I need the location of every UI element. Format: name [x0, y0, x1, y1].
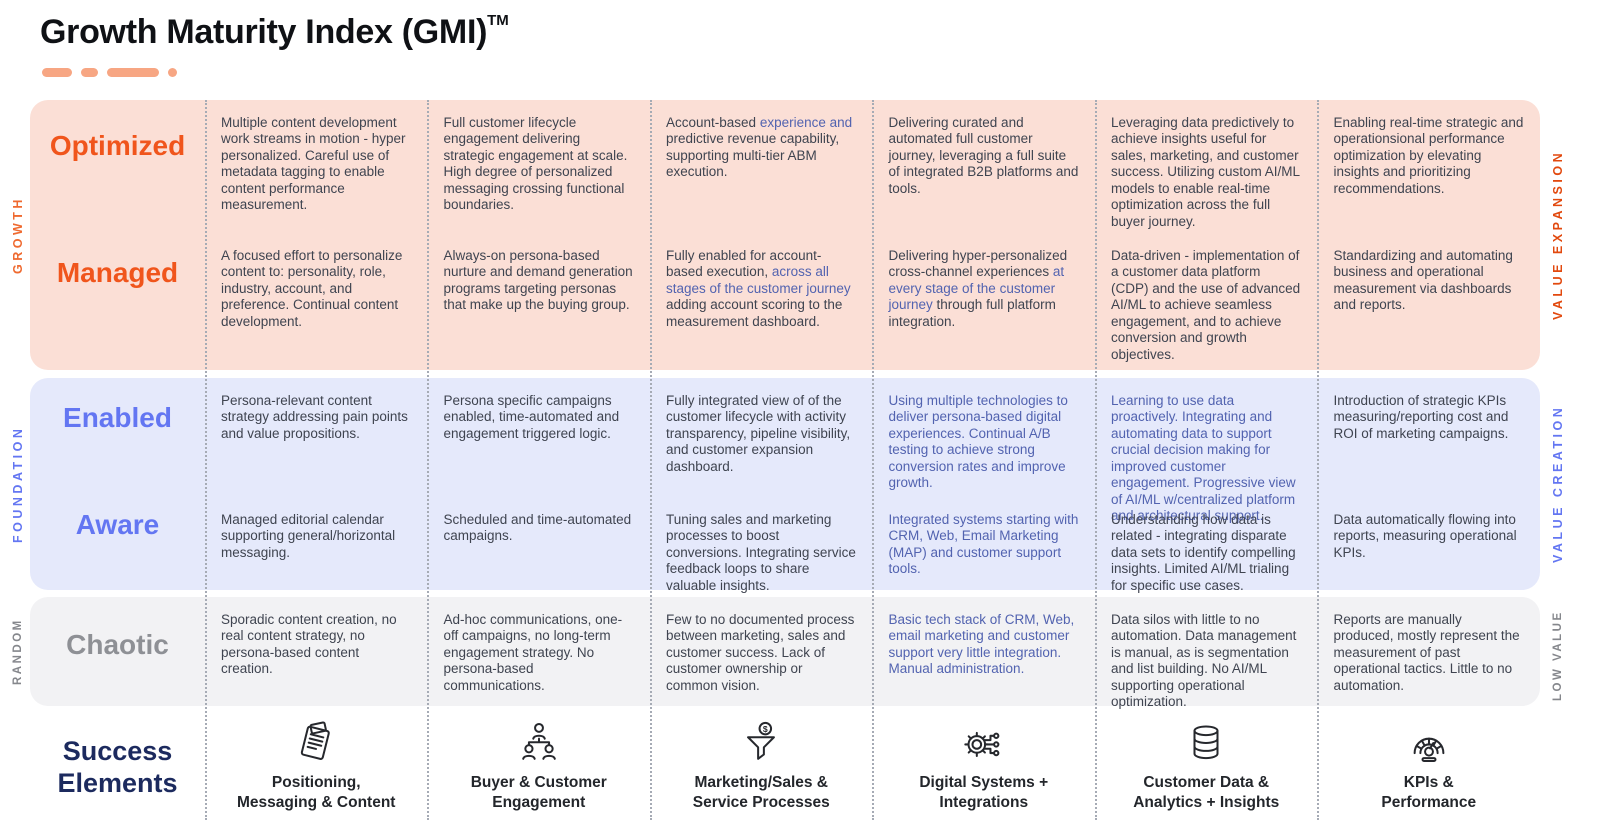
matrix-cell-optimized-col2: Full customer lifecycle engagement deliv…: [443, 115, 628, 213]
matrix-cell-optimized-col5: Leveraging data predictively to achieve …: [1111, 115, 1300, 229]
matrix-cell-chaotic-col3: Few to no documented process between mar…: [666, 612, 855, 693]
matrix-cell-enabled-col1: Persona-relevant content strategy addres…: [221, 393, 408, 441]
matrix-cell-optimized-col6: Enabling real-time strategic and operati…: [1333, 115, 1524, 196]
maturity-row-managed: Managed A focused effort to personalize c…: [30, 233, 1540, 370]
column-divider: [872, 100, 874, 820]
matrix-cell-optimized-col4: Delivering curated and automated full cu…: [888, 115, 1079, 196]
row-label-optimized: Optimized: [49, 130, 186, 161]
matrix-cell-chaotic-col2: Ad-hoc communications, one-off campaigns…: [443, 612, 623, 693]
matrix-cell-enabled-col5: Learning to use data proactively. Integr…: [1111, 393, 1296, 524]
column-divider: [427, 100, 429, 820]
axis-label-random: RANDOM: [12, 618, 24, 686]
gear-circuit-icon: [961, 716, 1007, 770]
matrix-cell-optimized-col3: Account-based experience and predictive …: [666, 115, 853, 180]
column-divider: [205, 100, 207, 820]
dash: [107, 68, 159, 77]
matrix-cell-managed-col5: Data-driven - implementation of a custom…: [1111, 248, 1301, 362]
row-label-managed: Managed: [56, 257, 179, 288]
matrix-cell-enabled-col6: Introduction of strategic KPIs measuring…: [1333, 393, 1509, 441]
dash: [81, 68, 98, 77]
success-element-label: Positioning, Messaging & Content: [237, 774, 396, 811]
matrix-cell-enabled-col4: Using multiple technologies to deliver p…: [888, 393, 1068, 491]
matrix-cell-aware-col6: Data automatically flowing into reports,…: [1333, 512, 1517, 560]
success-element-label: Digital Systems + Integrations: [919, 774, 1049, 811]
matrix-cell-managed-col6: Standardizing and automating business an…: [1333, 248, 1513, 313]
matrix-cell-aware-col5: Understanding how data is related - inte…: [1111, 512, 1296, 593]
success-element-4: Digital Systems + Integrations: [873, 708, 1096, 828]
dash: [168, 68, 177, 77]
matrix-cell-chaotic-col1: Sporadic content creation, no real conte…: [221, 612, 397, 677]
axis-label-growth: GROWTH: [11, 196, 25, 274]
funnel-dollar-icon: $: [738, 716, 784, 770]
row-label-enabled: Enabled: [63, 402, 172, 433]
column-divider: [1095, 100, 1097, 820]
axis-label-low-value: LOW VALUE: [1552, 610, 1564, 702]
maturity-row-chaotic: Chaotic Sporadic content creation, no rea…: [30, 597, 1540, 710]
axis-label-value-creation: VALUE CREATION: [1551, 404, 1565, 564]
document-icon: [293, 716, 339, 770]
trademark-superscript: TM: [487, 12, 509, 29]
success-element-label: Buyer & Customer Engagement: [470, 774, 607, 811]
matrix-cell-aware-col4: Integrated systems starting with CRM, We…: [888, 512, 1079, 577]
matrix-cell-enabled-col2: Persona specific campaigns enabled, time…: [443, 393, 620, 441]
maturity-band-foundation: Enabled Persona-relevant content strategy…: [30, 378, 1540, 593]
axis-label-foundation: FOUNDATION: [11, 425, 25, 543]
maturity-row-aware: Aware Managed editorial calendar supporti…: [30, 497, 1540, 593]
title-dash-decoration: [42, 68, 177, 77]
matrix-cell-managed-col2: Always-on persona-based nurture and dema…: [443, 248, 633, 313]
svg-text:$: $: [763, 724, 768, 734]
matrix-cell-chaotic-col5: Data silos with little to no automation.…: [1111, 612, 1297, 710]
row-label-chaotic: Chaotic: [66, 629, 169, 660]
matrix-cell-aware-col2: Scheduled and time-automated campaigns.: [443, 512, 632, 544]
success-element-label: Customer Data & Analytics + Insights: [1133, 774, 1280, 811]
matrix-cell-managed-col3: Fully enabled for account-based executio…: [666, 248, 851, 329]
maturity-band-random: Chaotic Sporadic content creation, no rea…: [30, 597, 1540, 710]
matrix-cell-enabled-col3: Fully integrated view of of the customer…: [666, 393, 851, 474]
maturity-row-enabled: Enabled Persona-relevant content strategy…: [30, 378, 1540, 524]
matrix-cell-aware-col1: Managed editorial calendar supporting ge…: [221, 512, 396, 560]
success-element-label: Marketing/Sales & Service Processes: [692, 774, 830, 811]
success-elements-row: Success Elements Positioning, Messaging …: [30, 708, 1540, 828]
page-title-text: Growth Maturity Index (GMI): [40, 13, 488, 51]
matrix-cell-managed-col4: Delivering hyper-personalized cross-chan…: [888, 248, 1068, 329]
success-element-3: $ Marketing/Sales & Service Processes: [650, 708, 873, 828]
page-title: Growth Maturity Index (GMI)TM: [40, 12, 509, 52]
gauge-icon: [1406, 716, 1452, 770]
matrix-cell-chaotic-col6: Reports are manually produced, mostly re…: [1333, 612, 1520, 693]
axis-label-value-expansion: VALUE EXPANSION: [1551, 149, 1565, 321]
database-icon: [1183, 716, 1229, 770]
people-org-icon: [516, 716, 562, 770]
column-divider: [650, 100, 652, 820]
matrix-cell-aware-col3: Tuning sales and marketing processes to …: [666, 512, 856, 593]
dash: [42, 68, 72, 77]
matrix-cell-managed-col1: A focused effort to personalize content …: [221, 248, 403, 329]
success-element-2: Buyer & Customer Engagement: [428, 708, 651, 828]
row-label-aware: Aware: [75, 509, 160, 540]
column-divider: [1317, 100, 1319, 820]
success-element-6: KPIs & Performance: [1318, 708, 1541, 828]
matrix-cell-optimized-col1: Multiple content development work stream…: [221, 115, 406, 213]
success-elements-title: Success Elements: [57, 736, 178, 798]
success-elements-items: Positioning, Messaging & Content Buyer & …: [205, 708, 1540, 828]
maturity-band-growth: Optimized Multiple content development wo…: [30, 100, 1540, 370]
success-element-1: Positioning, Messaging & Content: [205, 708, 428, 828]
success-element-label: KPIs & Performance: [1381, 774, 1477, 811]
matrix-cell-chaotic-col4: Basic tech stack of CRM, Web, email mark…: [888, 612, 1075, 677]
success-element-5: Customer Data & Analytics + Insights: [1095, 708, 1318, 828]
maturity-row-optimized: Optimized Multiple content development wo…: [30, 100, 1540, 233]
